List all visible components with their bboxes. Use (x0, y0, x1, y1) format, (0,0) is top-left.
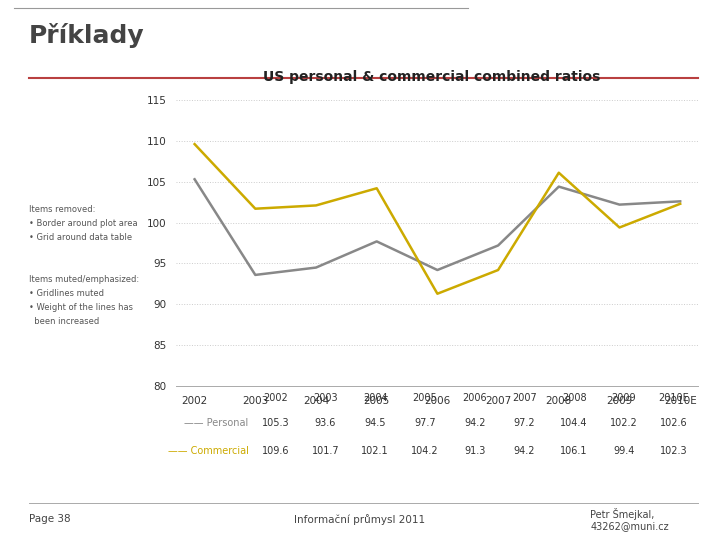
Text: 2008: 2008 (562, 393, 586, 403)
Text: 2004: 2004 (363, 393, 387, 403)
Text: 94.2: 94.2 (464, 418, 485, 428)
Text: Items removed:
• Border around plot area
• Grid around data table: Items removed: • Border around plot area… (29, 205, 138, 242)
Text: 2006: 2006 (462, 393, 487, 403)
Text: 94.2: 94.2 (513, 446, 535, 456)
Text: —— Personal: —— Personal (184, 418, 248, 428)
Text: Items muted/emphasized:
• Gridlines muted
• Weight of the lines has
  been incre: Items muted/emphasized: • Gridlines mute… (29, 275, 139, 326)
Text: 2010E: 2010E (658, 393, 689, 403)
Text: 93.6: 93.6 (315, 418, 336, 428)
Text: Informační průmysl 2011: Informační průmysl 2011 (294, 514, 426, 525)
Text: 2005: 2005 (413, 393, 437, 403)
Text: 102.6: 102.6 (660, 418, 688, 428)
Text: Příklady: Příklady (29, 23, 145, 48)
Text: Petr Šmejkal,
43262@muni.cz: Petr Šmejkal, 43262@muni.cz (590, 508, 669, 531)
Text: 104.2: 104.2 (411, 446, 438, 456)
Text: 2007: 2007 (512, 393, 537, 403)
Text: 94.5: 94.5 (364, 418, 386, 428)
Text: 102.3: 102.3 (660, 446, 688, 456)
Text: 99.4: 99.4 (613, 446, 634, 456)
Text: 97.2: 97.2 (513, 418, 535, 428)
Text: 109.6: 109.6 (262, 446, 289, 456)
Text: 104.4: 104.4 (560, 418, 588, 428)
Text: 102.2: 102.2 (610, 418, 638, 428)
Text: 91.3: 91.3 (464, 446, 485, 456)
Text: US personal & commercial combined ratios: US personal & commercial combined ratios (264, 70, 600, 84)
Text: 101.7: 101.7 (312, 446, 339, 456)
Text: 2003: 2003 (313, 393, 338, 403)
Text: Page 38: Page 38 (29, 515, 71, 524)
Text: 105.3: 105.3 (262, 418, 289, 428)
Text: 102.1: 102.1 (361, 446, 389, 456)
Text: 2009: 2009 (611, 393, 636, 403)
Text: 97.7: 97.7 (414, 418, 436, 428)
Text: 2002: 2002 (264, 393, 288, 403)
Text: 106.1: 106.1 (560, 446, 588, 456)
Text: —— Commercial: —— Commercial (168, 446, 248, 456)
